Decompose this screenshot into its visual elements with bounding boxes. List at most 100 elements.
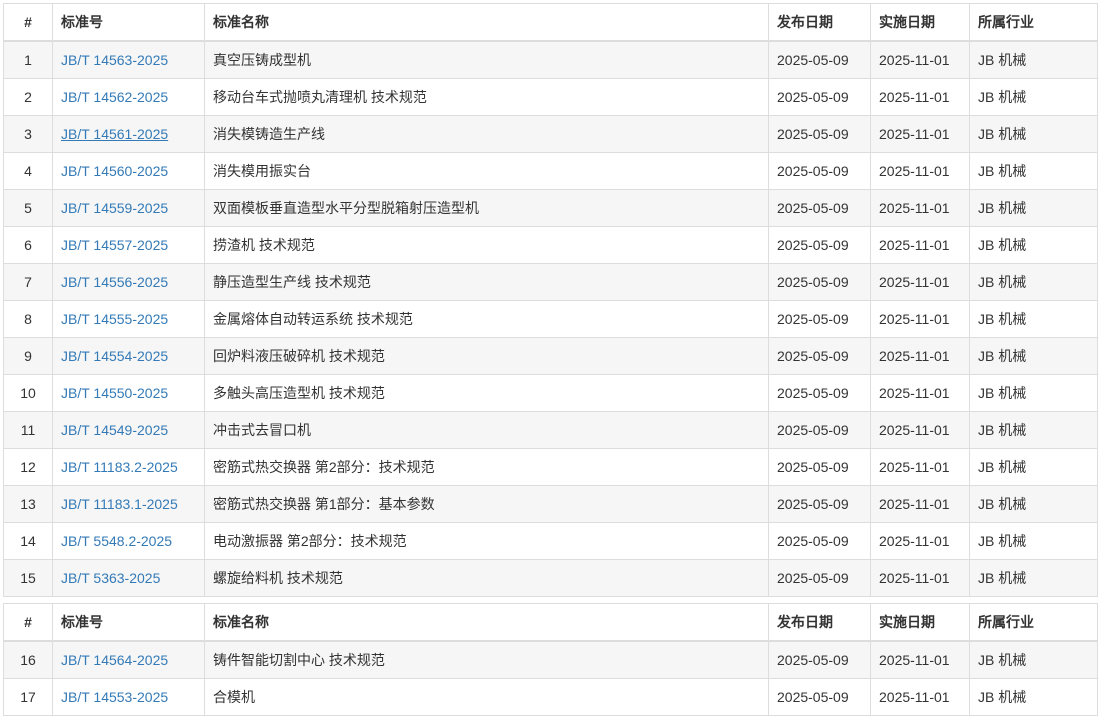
column-header-standard-number: 标准号 [52,3,205,42]
standard-name-cell: 消失模用振实台 [204,152,769,190]
table-row: 13 JB/T 11183.1-2025 密筋式热交换器 第1部分：基本参数 2025… [3,485,1098,523]
standard-number-link[interactable]: JB/T 14563-2025 [61,52,169,68]
standard-name-cell: 电动激振器 第2部分：技术规范 [204,522,769,560]
standard-number-link[interactable]: JB/T 14562-2025 [61,89,169,105]
column-header-standard-name: 标准名称 [204,603,769,642]
table-row: 2 JB/T 14562-2025 移动台车式抛喷丸清理机 技术规范 2025-05-… [3,78,1098,116]
implement-date-cell: 2025-11-01 [870,640,970,679]
standard-number-link[interactable]: JB/T 14555-2025 [61,311,169,327]
standard-name-cell: 铸件智能切割中心 技术规范 [204,640,769,679]
industry-cell: JB 机械 [969,78,1098,116]
implement-date-cell: 2025-11-01 [870,411,970,449]
industry-cell: JB 机械 [969,263,1098,301]
row-index-cell: 17 [3,678,53,716]
column-header-index: # [3,603,53,642]
industry-cell: JB 机械 [969,40,1098,79]
standard-name-cell: 冲击式去冒口机 [204,411,769,449]
table-header-row: # 标准号 标准名称 发布日期 实施日期 所属行业 [3,3,1098,42]
standard-number-link[interactable]: JB/T 5548.2-2025 [61,533,173,549]
standard-number-cell: JB/T 14563-2025 [52,40,205,79]
column-header-industry: 所属行业 [969,603,1098,642]
standard-number-link[interactable]: JB/T 14561-2025 [61,126,169,142]
implement-date-cell: 2025-11-01 [870,226,970,264]
standard-name-cell: 金属熔体自动转运系统 技术规范 [204,300,769,338]
standards-table-lower: # 标准号 标准名称 发布日期 实施日期 所属行业 16 JB/T 14564-2… [3,603,1098,716]
standard-number-cell: JB/T 14553-2025 [52,678,205,716]
implement-date-cell: 2025-11-01 [870,337,970,375]
publish-date-cell: 2025-05-09 [768,522,871,560]
table-row: 5 JB/T 14559-2025 双面模板垂直造型水平分型脱箱射压造型机 2025-… [3,189,1098,227]
standard-number-cell: JB/T 14554-2025 [52,337,205,375]
publish-date-cell: 2025-05-09 [768,448,871,486]
standard-number-link[interactable]: JB/T 14557-2025 [61,237,169,253]
implement-date-cell: 2025-11-01 [870,152,970,190]
standard-number-link[interactable]: JB/T 5363-2025 [61,570,161,586]
publish-date-cell: 2025-05-09 [768,263,871,301]
industry-cell: JB 机械 [969,640,1098,679]
standard-name-cell: 真空压铸成型机 [204,40,769,79]
standard-number-link[interactable]: JB/T 14564-2025 [61,652,169,668]
column-header-standard-name: 标准名称 [204,3,769,42]
publish-date-cell: 2025-05-09 [768,559,871,597]
industry-cell: JB 机械 [969,337,1098,375]
standard-number-link[interactable]: JB/T 11183.2-2025 [61,459,178,475]
standard-number-link[interactable]: JB/T 14553-2025 [61,689,169,705]
row-index-cell: 10 [3,374,53,412]
publish-date-cell: 2025-05-09 [768,411,871,449]
standard-name-cell: 静压造型生产线 技术规范 [204,263,769,301]
standard-number-link[interactable]: JB/T 14560-2025 [61,163,169,179]
publish-date-cell: 2025-05-09 [768,40,871,79]
standard-number-cell: JB/T 5548.2-2025 [52,522,205,560]
standard-number-link[interactable]: JB/T 14549-2025 [61,422,169,438]
standard-number-cell: JB/T 14562-2025 [52,78,205,116]
standard-name-cell: 多触头高压造型机 技术规范 [204,374,769,412]
standard-number-cell: JB/T 5363-2025 [52,559,205,597]
column-header-index: # [3,3,53,42]
standard-number-link[interactable]: JB/T 11183.1-2025 [61,496,178,512]
column-header-publish-date: 发布日期 [768,603,871,642]
publish-date-cell: 2025-05-09 [768,152,871,190]
table-row: 6 JB/T 14557-2025 捞渣机 技术规范 2025-05-09 2025-1… [3,226,1098,264]
standard-number-link[interactable]: JB/T 14556-2025 [61,274,169,290]
industry-cell: JB 机械 [969,678,1098,716]
row-index-cell: 14 [3,522,53,560]
standard-number-link[interactable]: JB/T 14554-2025 [61,348,169,364]
publish-date-cell: 2025-05-09 [768,226,871,264]
row-index-cell: 7 [3,263,53,301]
publish-date-cell: 2025-05-09 [768,78,871,116]
standard-number-cell: JB/T 11183.2-2025 [52,448,205,486]
table-row: 9 JB/T 14554-2025 回炉料液压破碎机 技术规范 2025-05-09 2… [3,337,1098,375]
column-header-industry: 所属行业 [969,3,1098,42]
column-header-implement-date: 实施日期 [870,603,970,642]
standard-name-cell: 合模机 [204,678,769,716]
publish-date-cell: 2025-05-09 [768,115,871,153]
row-index-cell: 8 [3,300,53,338]
implement-date-cell: 2025-11-01 [870,189,970,227]
row-index-cell: 15 [3,559,53,597]
standard-number-cell: JB/T 14559-2025 [52,189,205,227]
column-header-standard-number: 标准号 [52,603,205,642]
row-index-cell: 1 [3,40,53,79]
standard-number-cell: JB/T 14561-2025 [52,115,205,153]
standard-number-link[interactable]: JB/T 14559-2025 [61,200,169,216]
table-row: 12 JB/T 11183.2-2025 密筋式热交换器 第2部分：技术规范 2025… [3,448,1098,486]
table-row: 7 JB/T 14556-2025 静压造型生产线 技术规范 2025-05-09 20… [3,263,1098,301]
column-header-publish-date: 发布日期 [768,3,871,42]
standard-number-cell: JB/T 11183.1-2025 [52,485,205,523]
column-header-implement-date: 实施日期 [870,3,970,42]
table-row: 3 JB/T 14561-2025 消失模铸造生产线 2025-05-09 2025-1… [3,115,1098,153]
standard-number-link[interactable]: JB/T 14550-2025 [61,385,169,401]
standard-name-cell: 捞渣机 技术规范 [204,226,769,264]
table-row: 10 JB/T 14550-2025 多触头高压造型机 技术规范 2025-05-09… [3,374,1098,412]
row-index-cell: 16 [3,640,53,679]
implement-date-cell: 2025-11-01 [870,559,970,597]
table-row: 15 JB/T 5363-2025 螺旋给料机 技术规范 2025-05-09 2025… [3,559,1098,597]
publish-date-cell: 2025-05-09 [768,337,871,375]
table-row: 17 JB/T 14553-2025 合模机 2025-05-09 2025-11-01… [3,678,1098,716]
table-row: 8 JB/T 14555-2025 金属熔体自动转运系统 技术规范 2025-05-0… [3,300,1098,338]
implement-date-cell: 2025-11-01 [870,263,970,301]
implement-date-cell: 2025-11-01 [870,78,970,116]
standard-number-cell: JB/T 14550-2025 [52,374,205,412]
implement-date-cell: 2025-11-01 [870,485,970,523]
row-index-cell: 13 [3,485,53,523]
